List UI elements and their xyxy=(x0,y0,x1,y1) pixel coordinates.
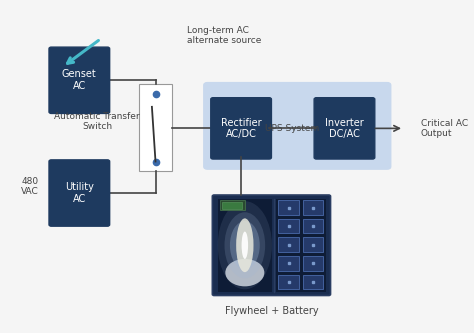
Ellipse shape xyxy=(225,212,265,278)
Text: UPS System: UPS System xyxy=(265,124,319,133)
FancyBboxPatch shape xyxy=(204,83,391,169)
Bar xyxy=(278,237,299,252)
Ellipse shape xyxy=(218,201,272,289)
Text: Inverter
DC/AC: Inverter DC/AC xyxy=(325,118,364,139)
Bar xyxy=(218,199,272,291)
Bar xyxy=(278,219,299,233)
Bar xyxy=(278,200,299,215)
FancyBboxPatch shape xyxy=(49,160,109,226)
Text: Rectifier
AC/DC: Rectifier AC/DC xyxy=(221,118,262,139)
Text: 480
VAC: 480 VAC xyxy=(21,177,39,196)
Bar xyxy=(222,202,242,209)
Ellipse shape xyxy=(242,231,248,259)
Ellipse shape xyxy=(225,259,264,286)
Bar xyxy=(302,237,323,252)
Bar xyxy=(139,84,173,171)
FancyBboxPatch shape xyxy=(49,47,109,114)
Bar xyxy=(302,200,323,215)
Bar xyxy=(302,219,323,233)
FancyBboxPatch shape xyxy=(212,195,330,295)
Ellipse shape xyxy=(236,218,254,272)
Ellipse shape xyxy=(230,221,260,269)
Bar xyxy=(302,274,323,289)
Text: Genset
AC: Genset AC xyxy=(62,70,97,91)
Bar xyxy=(278,274,299,289)
Bar xyxy=(220,200,245,210)
Bar xyxy=(278,256,299,271)
FancyBboxPatch shape xyxy=(211,98,272,159)
Text: Utility
AC: Utility AC xyxy=(65,182,94,204)
Text: Critical AC
Output: Critical AC Output xyxy=(421,119,468,138)
Bar xyxy=(302,256,323,271)
FancyBboxPatch shape xyxy=(314,98,375,159)
Text: Flywheel + Battery: Flywheel + Battery xyxy=(225,306,319,316)
Text: Long-term AC
alternate source: Long-term AC alternate source xyxy=(187,26,262,45)
Bar xyxy=(276,199,326,291)
Text: Automatic Transfer
Switch: Automatic Transfer Switch xyxy=(55,112,140,132)
